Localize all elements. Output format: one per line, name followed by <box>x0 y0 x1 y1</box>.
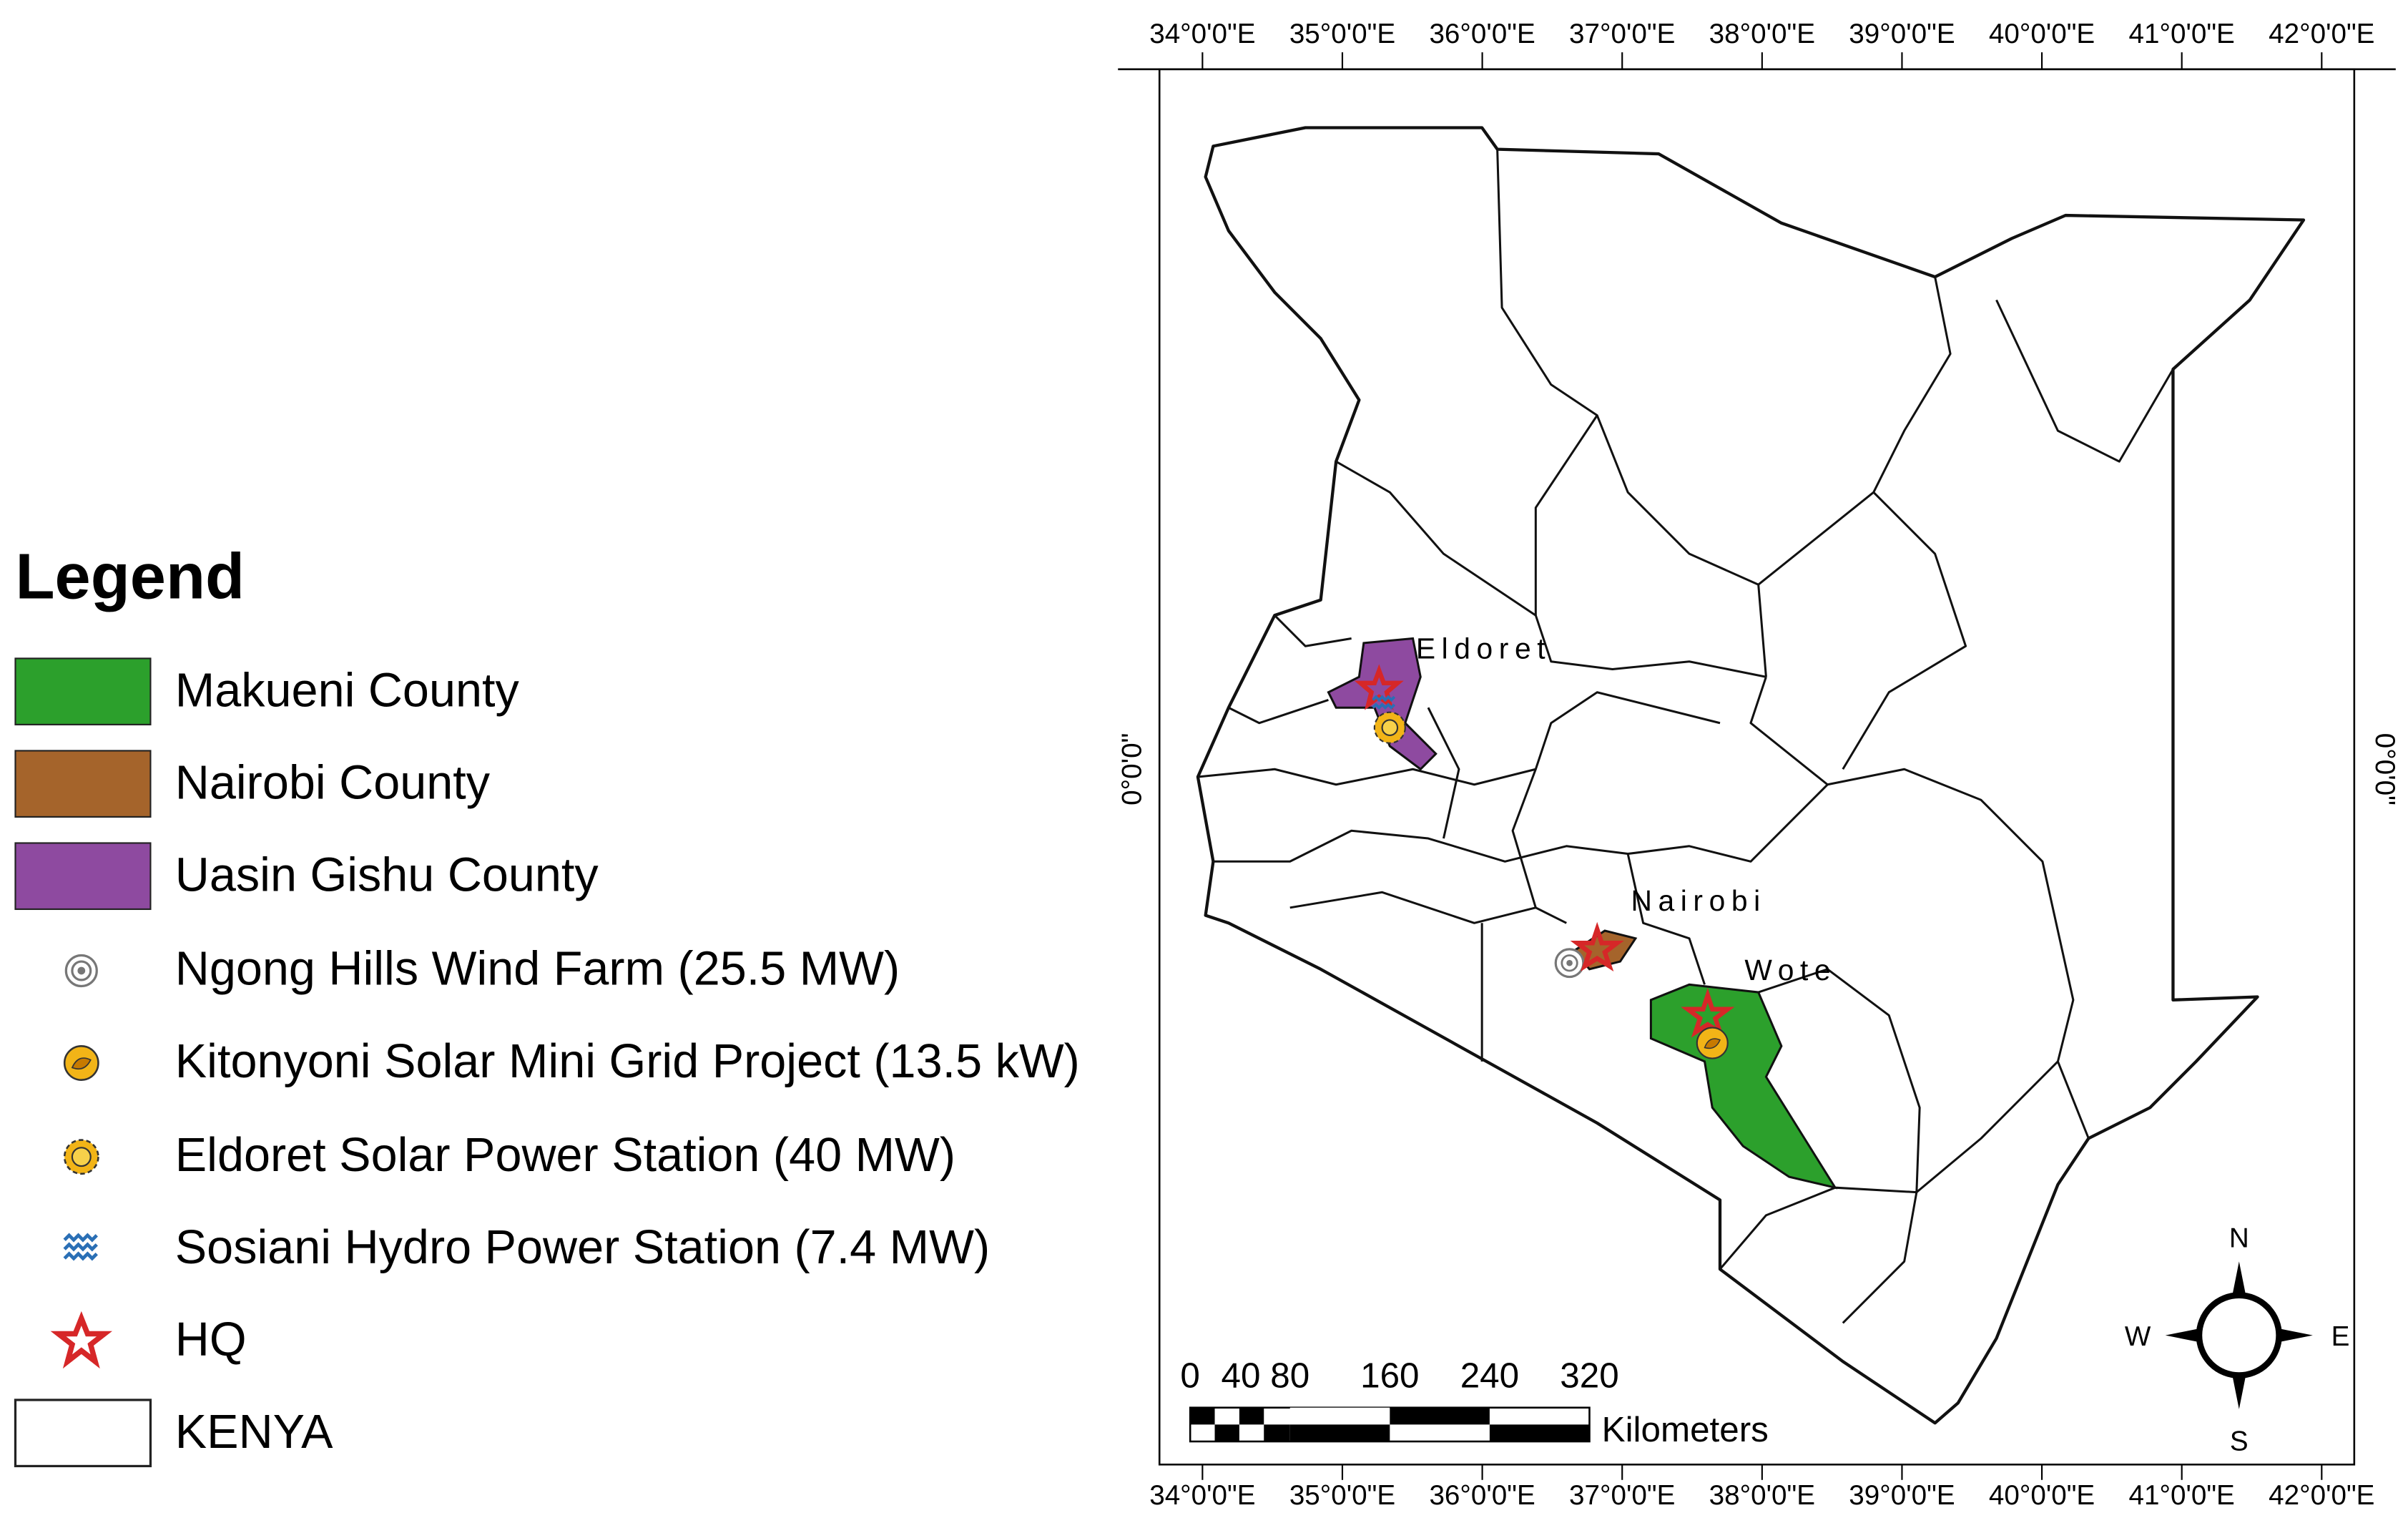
map-frame: 34°0'0"E 35°0'0"E 36°0'0"E 37°0'0"E 38°0'0"E… <box>1116 19 2399 1511</box>
legend-label: Eldoret Solar Power Station (40 MW) <box>175 1129 955 1182</box>
legend-label: Makueni County <box>175 664 520 717</box>
place-label: Nairobi <box>1631 884 1766 917</box>
hydro-marker <box>1372 695 1396 710</box>
scale-unit: Kilometers <box>1602 1410 1769 1449</box>
icon-wind <box>64 954 98 988</box>
latitude-label: 0°0'0" <box>1116 733 1147 805</box>
place-label: Eldoret <box>1416 632 1551 665</box>
kitonyoni-marker <box>1696 1027 1729 1059</box>
compass-w: W <box>2125 1321 2151 1352</box>
compass-s: S <box>2230 1426 2249 1456</box>
frame-border <box>1158 68 2356 1466</box>
hq-marker <box>1354 664 1404 710</box>
compass-e: E <box>2331 1321 2350 1352</box>
scale-label: 320 <box>1560 1356 1618 1396</box>
wind-marker <box>1554 948 1585 979</box>
swatch-kenya <box>14 1399 152 1468</box>
scale-label: 240 <box>1460 1356 1519 1396</box>
county-borders <box>1197 149 2174 1324</box>
longitude-label: 39°0'0"E <box>1849 19 1955 49</box>
swatch-makueni <box>14 657 152 725</box>
longitude-label: 35°0'0"E <box>1289 19 1395 49</box>
icon-hq <box>50 1311 112 1369</box>
swatch-nairobi <box>14 750 152 818</box>
longitude-label: 42°0'0"E <box>2269 1480 2374 1511</box>
scale-label: 0 <box>1180 1356 1199 1396</box>
graticule: 34°0'0"E 35°0'0"E 36°0'0"E 37°0'0"E 38°0'0"E… <box>1149 19 2374 1511</box>
makueni-county <box>1649 983 1838 1190</box>
north-arrow: N S E W <box>2125 1223 2350 1457</box>
scale-label: 40 <box>1222 1356 1261 1396</box>
compass-n: N <box>2229 1223 2249 1254</box>
legend-title: Legend <box>15 541 245 613</box>
longitude-label: 37°0'0"E <box>1569 1480 1675 1511</box>
longitude-label: 37°0'0"E <box>1569 19 1675 49</box>
longitude-label: 39°0'0"E <box>1849 1480 1955 1511</box>
longitude-label: 34°0'0"E <box>1149 1480 1255 1511</box>
legend: Legend Makueni County Nairobi County Uas… <box>14 541 1080 1468</box>
legend-label: Nairobi County <box>175 756 491 809</box>
longitude-label: 40°0'0"E <box>1989 19 2095 49</box>
solar-marker <box>1373 711 1406 744</box>
longitude-label: 38°0'0"E <box>1709 1480 1815 1511</box>
legend-label: Uasin Gishu County <box>175 849 599 902</box>
kenya-map: Eldoret Nairobi Wote <box>1196 126 2306 1425</box>
longitude-label: 35°0'0"E <box>1289 1480 1395 1511</box>
icon-hydro <box>63 1233 98 1261</box>
longitude-label: 36°0'0"E <box>1429 19 1535 49</box>
longitude-label: 41°0'0"E <box>2129 19 2235 49</box>
scale-label: 160 <box>1360 1356 1419 1396</box>
longitude-label: 41°0'0"E <box>2129 1480 2235 1511</box>
legend-label: KENYA <box>175 1406 333 1459</box>
place-label: Wote <box>1744 954 1837 986</box>
legend-label: Sosiani Hydro Power Station (7.4 MW) <box>175 1221 990 1274</box>
longitude-label: 34°0'0"E <box>1149 19 1255 49</box>
longitude-label: 40°0'0"E <box>1989 1480 2095 1511</box>
legend-label: HQ <box>175 1313 247 1366</box>
legend-label: Kitonyoni Solar Mini Grid Project (13.5 … <box>175 1035 1080 1088</box>
longitude-label: 36°0'0"E <box>1429 1480 1535 1511</box>
latitude-label: 0°0'0" <box>2369 733 2400 805</box>
hq-marker <box>1681 988 1735 1038</box>
swatch-uasin-gishu <box>14 842 152 911</box>
icon-kitonyoni <box>63 1045 99 1081</box>
scale-bar: 0 40 80 160 240 320 Kilometers <box>1180 1356 1768 1449</box>
scale-label: 80 <box>1270 1356 1309 1396</box>
longitude-label: 38°0'0"E <box>1709 19 1815 49</box>
icon-solar <box>63 1139 99 1175</box>
longitude-label: 42°0'0"E <box>2269 19 2374 49</box>
kenya-outline <box>1196 126 2306 1425</box>
legend-label: Ngong Hills Wind Farm (25.5 MW) <box>175 943 900 996</box>
hq-marker <box>1570 921 1624 972</box>
